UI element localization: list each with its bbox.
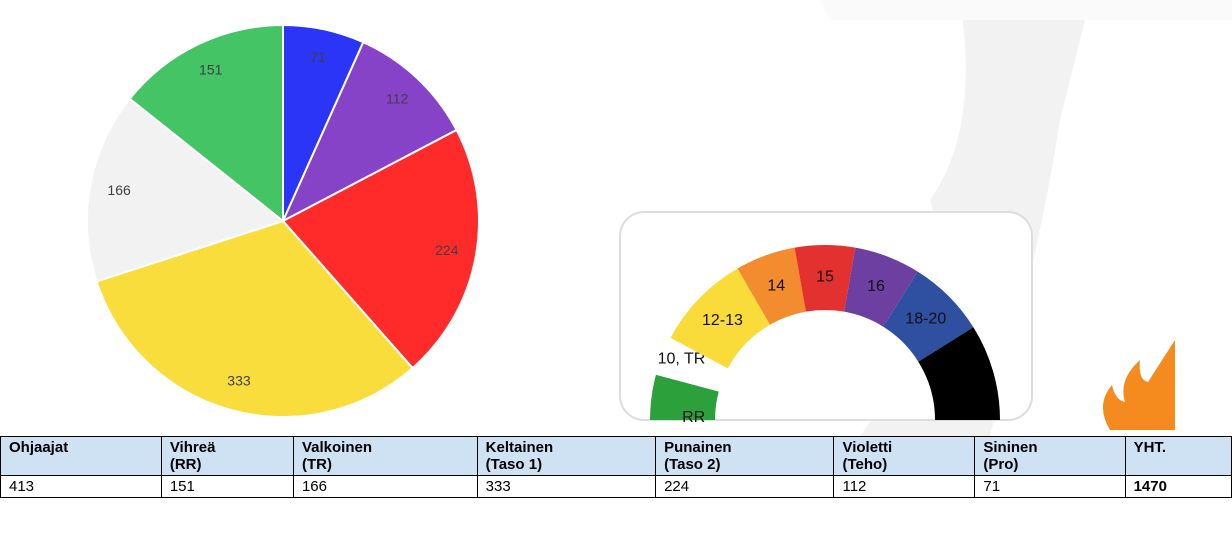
- gauge-label: 18-20: [905, 310, 946, 327]
- header-cell: Keltainen (Taso 1): [476, 436, 657, 476]
- gauge-label: RR: [682, 409, 705, 426]
- gauge-segment: [883, 271, 974, 362]
- slice-label: 166: [107, 182, 131, 198]
- header-cell: Valkoinen (TR): [292, 436, 478, 476]
- gauge-segment: [794, 245, 856, 312]
- gauge-label: 10, TR: [658, 351, 706, 368]
- pie-slice: [128, 23, 284, 224]
- header-cell: Punainen (Taso 2): [655, 436, 835, 476]
- gauge-label: 15: [816, 269, 834, 286]
- pie-slice: [281, 128, 480, 370]
- table-cell: 151: [160, 475, 294, 498]
- header-cell: Ohjaajat: [0, 436, 162, 476]
- pie-slice: [86, 97, 286, 283]
- logo: [1102, 340, 1175, 430]
- gauge-label: 12-13: [702, 312, 743, 329]
- pie-slice: [280, 40, 458, 224]
- table-cell: 112: [833, 475, 976, 498]
- background: [820, 0, 1232, 20]
- header-cell: Violetti (Teho): [833, 436, 976, 476]
- header-cell: YHT.: [1124, 436, 1232, 476]
- gauge-label: 16: [867, 278, 885, 295]
- chart: 71 112 224 333 166 151 RR 10, TR 12-13 14 15 16 18-…: [86, 0, 1232, 436]
- header-cell: Vihreä (RR): [160, 436, 294, 476]
- slice-label: 224: [435, 242, 459, 258]
- gauge-segment: [650, 374, 719, 420]
- gauge-segment: [655, 337, 728, 392]
- gauge-segment: [844, 247, 918, 327]
- gauge-segment: [670, 268, 770, 369]
- gauge-label: 14: [767, 277, 785, 294]
- header-row: Ohjaajat Vihreä (RR) Valkoinen (TR) Keltain…: [0, 436, 1232, 476]
- table-cell: 71: [974, 475, 1126, 498]
- gauge-segment: [918, 327, 1000, 420]
- summary-table: Ohjaajat Vihreä (RR) Valkoinen (TR) Keltain…: [0, 436, 1232, 498]
- table-row: 413 151 166 333 224 112 71 1470: [0, 475, 1232, 498]
- header-cell: Sininen (Pro): [974, 436, 1126, 476]
- table-cell: 333: [476, 475, 657, 498]
- slice-label: 71: [310, 49, 326, 65]
- pie-slice: [95, 219, 414, 418]
- slice-label: 333: [227, 372, 251, 388]
- slice-label: 151: [199, 62, 223, 78]
- table-cell: 413: [0, 475, 162, 498]
- table-cell: 166: [292, 475, 478, 498]
- table-cell: 1470: [1124, 475, 1232, 498]
- table-cell: 224: [655, 475, 835, 498]
- gauge-segment: [737, 247, 806, 325]
- slice-label: 112: [386, 90, 409, 106]
